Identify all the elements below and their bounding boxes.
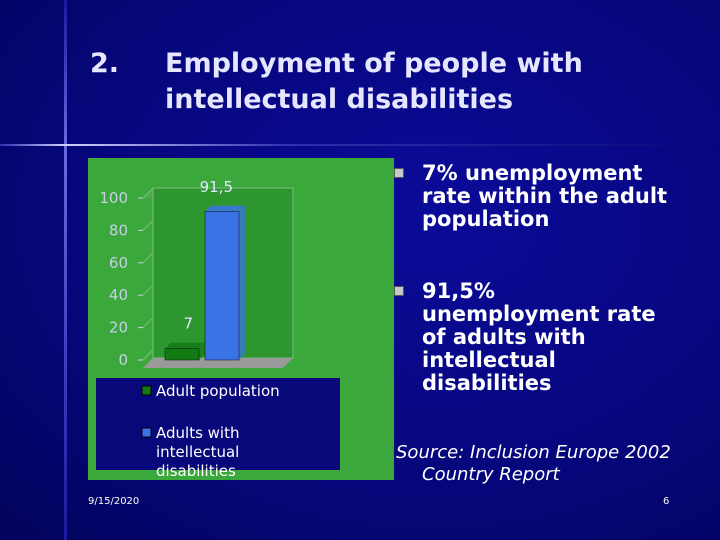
date: 9/15/2020 — [88, 496, 140, 507]
y-tick-label: 20 — [109, 319, 128, 337]
legend-swatch — [141, 427, 152, 438]
bullet-mark — [394, 168, 404, 178]
page-number: 6 — [663, 496, 670, 507]
decor-horizontal — [0, 144, 720, 146]
bullet-mark — [394, 286, 404, 296]
legend-label: Adults with intellectual disabilities — [156, 424, 239, 480]
grid-line — [142, 284, 154, 296]
bar — [164, 348, 200, 361]
legend-label-line: Adults with — [156, 424, 239, 442]
y-tick-label: 80 — [109, 221, 128, 239]
value-label: 7 — [183, 315, 193, 333]
source: Source: Inclusion Europe 2002 — [396, 442, 671, 463]
bar-top — [165, 342, 205, 349]
bar-side — [199, 342, 205, 360]
bar-top — [205, 205, 245, 212]
chart: 0 20 40 60 80 100 7 Adult population 91,5 Adults … — [88, 158, 394, 480]
legend-box — [96, 378, 340, 470]
bar — [204, 211, 240, 361]
decor-vertical — [64, 0, 67, 540]
y-tick-label: 40 — [109, 286, 128, 304]
value-label: 91,5 — [200, 178, 233, 196]
grid-line — [142, 220, 154, 231]
y-tick-label: 60 — [109, 254, 128, 272]
grid-line — [142, 317, 154, 328]
source: Country Report — [422, 464, 560, 485]
bullet: 7% unemployment rate within the adult po… — [394, 161, 672, 231]
title-line: intellectual disabilities — [165, 84, 514, 115]
legend-label: Adult population — [156, 382, 280, 400]
grid-line — [142, 187, 154, 199]
title-line: Employment of people with — [165, 48, 583, 79]
bullet-text: 7% unemployment rate within the adult po… — [422, 161, 668, 231]
bullet-text: 91,5% unemployment rate of adults with i… — [422, 279, 656, 395]
bar-side — [239, 205, 245, 360]
bullet: 91,5% unemployment rate of adults with i… — [394, 279, 667, 395]
legend-swatch — [141, 385, 152, 396]
legend-label-line: intellectual — [156, 443, 239, 461]
legend-label-line: disabilities — [156, 462, 236, 480]
grid-line — [142, 252, 154, 264]
plot-floor — [143, 358, 293, 368]
grid-line — [142, 349, 154, 361]
slide-number: 2. — [90, 48, 120, 79]
y-tick-label: 0 — [118, 351, 128, 369]
y-tick-label: 100 — [99, 189, 128, 207]
